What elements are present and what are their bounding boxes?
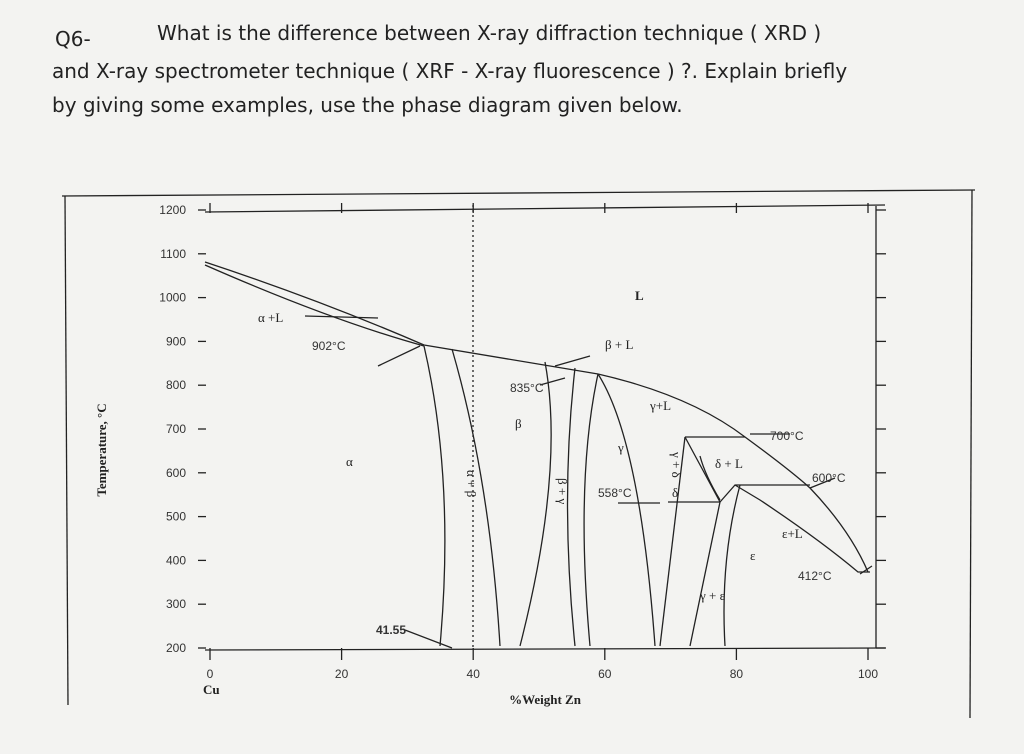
region-label: ε+L — [782, 526, 803, 541]
temp-label: 835°C — [510, 381, 544, 395]
region-label: α +L — [258, 310, 283, 325]
y-tick-label: 700 — [166, 422, 186, 436]
y-tick-label: 300 — [166, 597, 186, 611]
y-tick-label: 400 — [166, 553, 186, 567]
region-label: γ + δ — [669, 451, 684, 478]
temp-label: 902°C — [312, 339, 346, 353]
x-tick-label: 100 — [858, 667, 878, 681]
temp-label: 412°C — [798, 569, 832, 583]
x-tick-label: 80 — [730, 667, 744, 681]
x-tick-label: 60 — [598, 667, 612, 681]
region-label: γ + ε — [699, 588, 726, 603]
y-tick-label: 900 — [166, 334, 186, 348]
tick-marks — [198, 203, 886, 660]
y-tick-label: 1100 — [160, 247, 186, 261]
y-tick-label: 600 — [166, 466, 186, 480]
region-label: α — [346, 454, 353, 469]
y-axis-label: Temperature, °C — [94, 403, 109, 496]
y-tick-label: 1200 — [159, 203, 186, 217]
x-tick-label: 0 — [207, 667, 214, 681]
phase-boundaries — [204, 205, 873, 649]
y-tick-label: 200 — [166, 641, 186, 655]
region-label: γ — [617, 440, 624, 455]
diagram-frame — [61, 189, 976, 719]
temp-label: 558°C — [598, 486, 632, 500]
temp-label: 700°C — [770, 429, 804, 443]
question-number: Q6- — [55, 27, 91, 51]
region-label: γ+L — [649, 398, 671, 413]
region-label: ε — [750, 548, 756, 563]
question-line: and X-ray spectrometer technique ( XRF -… — [52, 59, 847, 83]
temp-label: 600°C — [812, 471, 846, 485]
y-tick-label: 500 — [166, 510, 186, 524]
region-label: α + β — [464, 470, 479, 498]
region-label: L — [635, 288, 644, 303]
x-tick-label: 20 — [335, 667, 349, 681]
x-axis-label: %Weight Zn — [509, 692, 582, 707]
x-tick-label: 40 — [467, 667, 481, 681]
question-line: by giving some examples, use the phase d… — [52, 93, 683, 117]
region-label: δ — [672, 485, 678, 500]
phase-labels: α +L 902°C β + L L 835°C β γ+L 700°C α γ… — [258, 288, 846, 637]
region-label: β — [515, 416, 522, 431]
question-line: What is the difference between X-ray dif… — [157, 21, 821, 45]
x-origin-label: Cu — [203, 682, 220, 697]
composition-label: 41.55 — [376, 623, 406, 637]
region-label: β + L — [605, 337, 633, 352]
region-label: β + γ — [555, 478, 570, 504]
y-tick-label: 800 — [166, 378, 186, 392]
y-tick-label: 1000 — [159, 291, 186, 305]
region-label: δ + L — [715, 456, 743, 471]
